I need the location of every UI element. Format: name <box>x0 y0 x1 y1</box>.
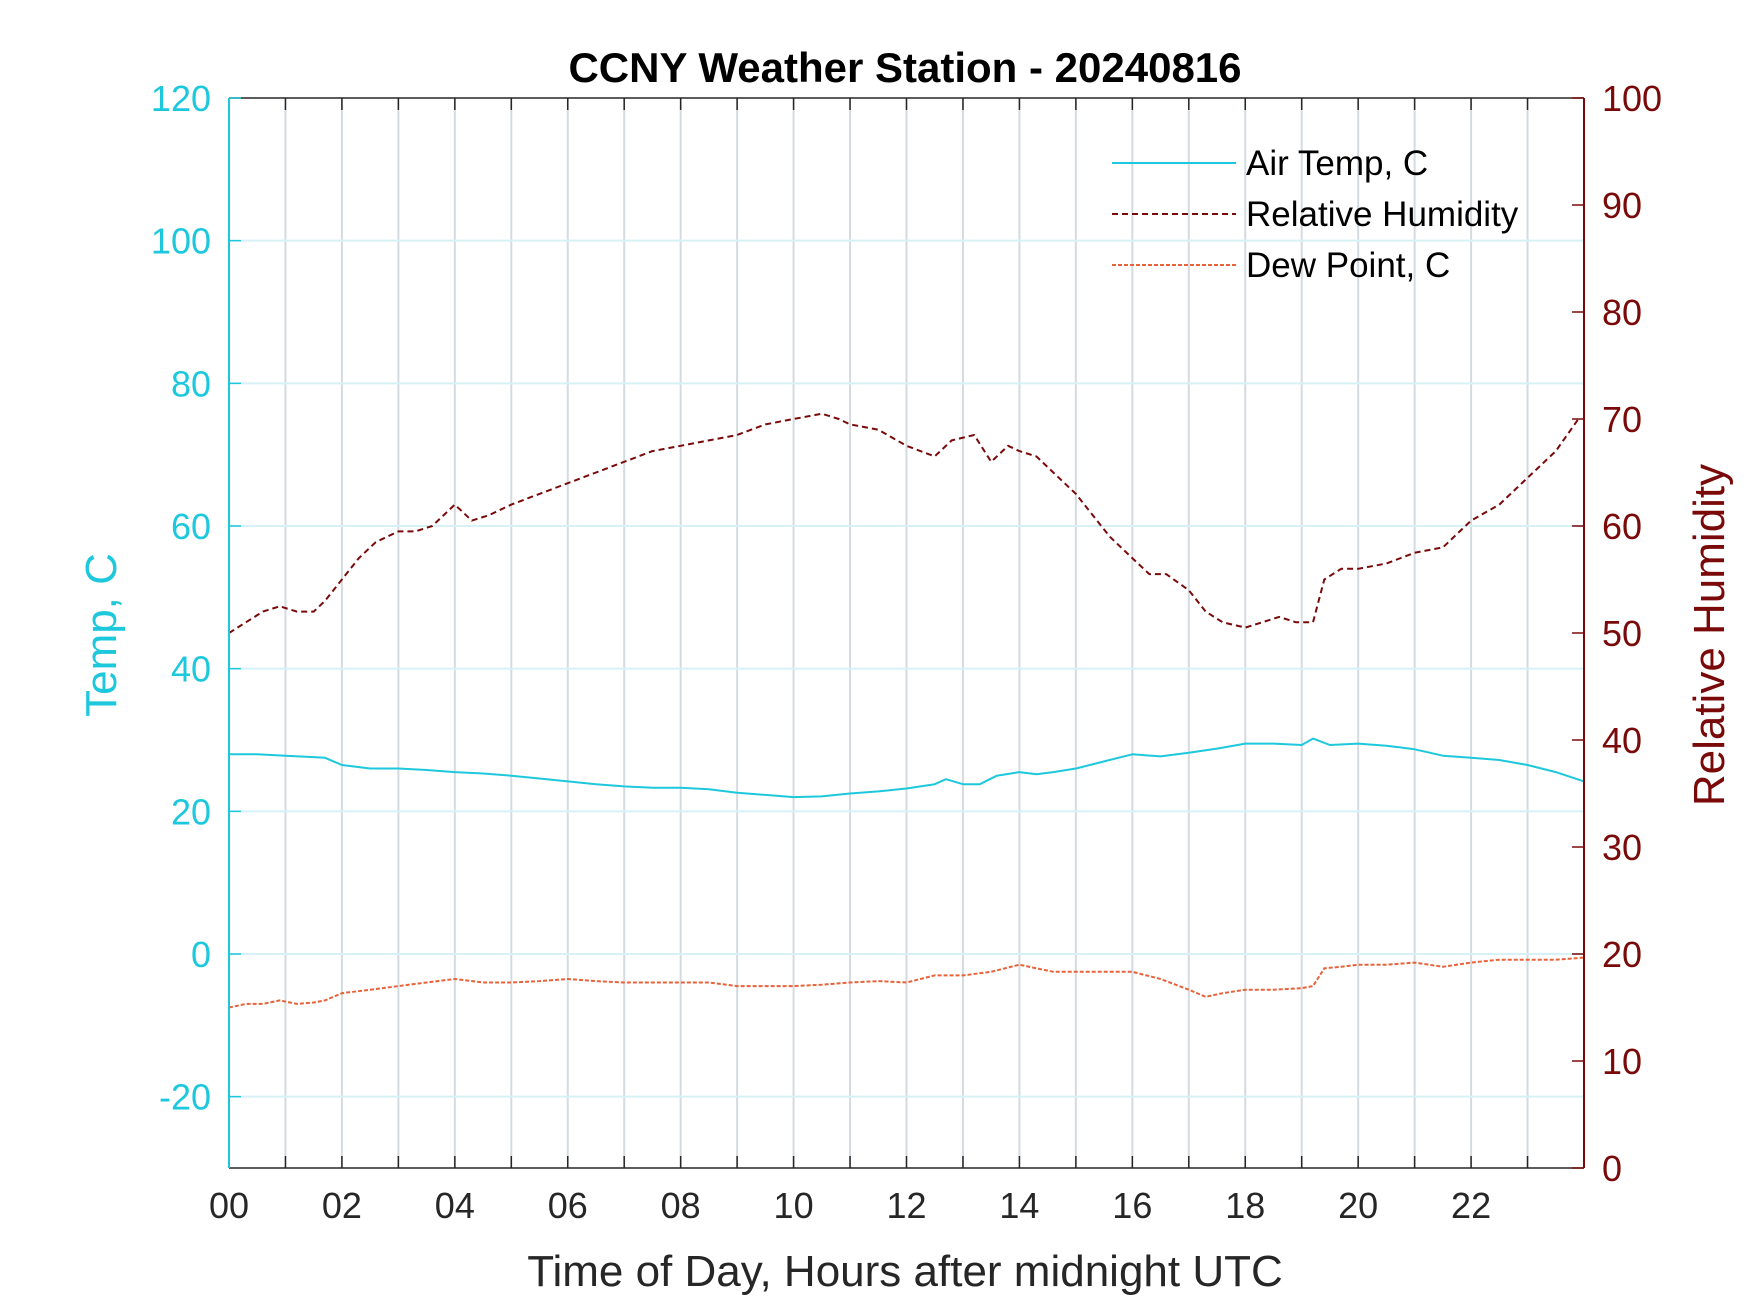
y-axis-right-title: Relative Humidity <box>1685 464 1734 806</box>
series-line-dew-point <box>228 956 1585 1009</box>
x-tick-label: 16 <box>1112 1185 1152 1226</box>
x-tick-label: 00 <box>209 1185 249 1226</box>
y-right-tick-label: 30 <box>1602 827 1642 868</box>
y-right-tick-label: 90 <box>1602 185 1642 226</box>
y-left-tick-label: 100 <box>151 221 211 262</box>
series-line-air-temp <box>229 737 1585 799</box>
x-tick-label: 04 <box>435 1185 475 1226</box>
series-line-relative-humidity <box>228 412 1580 634</box>
x-tick-label: 22 <box>1451 1185 1491 1226</box>
x-tick-label: 20 <box>1338 1185 1378 1226</box>
y-left-tick-label: 20 <box>171 791 211 832</box>
axes: 00 02 04 06 08 10 12 14 16 18 20 22-200204060801001… <box>151 78 1662 1226</box>
legend-label: Relative Humidity <box>1246 195 1519 234</box>
x-tick-label: 06 <box>548 1185 588 1226</box>
legend-label: Dew Point, C <box>1246 246 1450 285</box>
y-right-tick-label: 0 <box>1602 1148 1622 1189</box>
y-left-tick-label: 120 <box>151 78 211 119</box>
legend-label: Air Temp, C <box>1246 144 1428 183</box>
y-left-tick-label: 40 <box>171 649 211 690</box>
chart-title: CCNY Weather Station - 20240816 <box>568 44 1241 91</box>
y-right-tick-label: 60 <box>1602 506 1642 547</box>
x-tick-label: 02 <box>322 1185 362 1226</box>
y-right-tick-label: 100 <box>1602 78 1662 119</box>
y-right-tick-label: 50 <box>1602 613 1642 654</box>
y-left-tick-label: 0 <box>191 934 211 975</box>
x-tick-label: 18 <box>1225 1185 1265 1226</box>
y-right-tick-label: 10 <box>1602 1041 1642 1082</box>
x-tick-label: 12 <box>886 1185 926 1226</box>
x-tick-label: 08 <box>661 1185 701 1226</box>
series-lines <box>228 412 1585 1009</box>
grid-lines <box>229 98 1584 1168</box>
x-tick-label: 10 <box>774 1185 814 1226</box>
y-left-tick-label: -20 <box>159 1077 211 1118</box>
legend: Air Temp, C Relative Humidity Dew Point, C <box>1112 144 1519 285</box>
y-left-tick-label: 80 <box>171 363 211 404</box>
y-right-tick-label: 70 <box>1602 399 1642 440</box>
y-left-tick-label: 60 <box>171 506 211 547</box>
x-tick-label: 14 <box>999 1185 1039 1226</box>
y-right-tick-label: 40 <box>1602 720 1642 761</box>
x-axis-title: Time of Day, Hours after midnight UTC <box>527 1247 1283 1296</box>
y-right-tick-label: 80 <box>1602 292 1642 333</box>
y-right-tick-label: 20 <box>1602 934 1642 975</box>
y-axis-left-title: Temp, C <box>77 553 126 717</box>
